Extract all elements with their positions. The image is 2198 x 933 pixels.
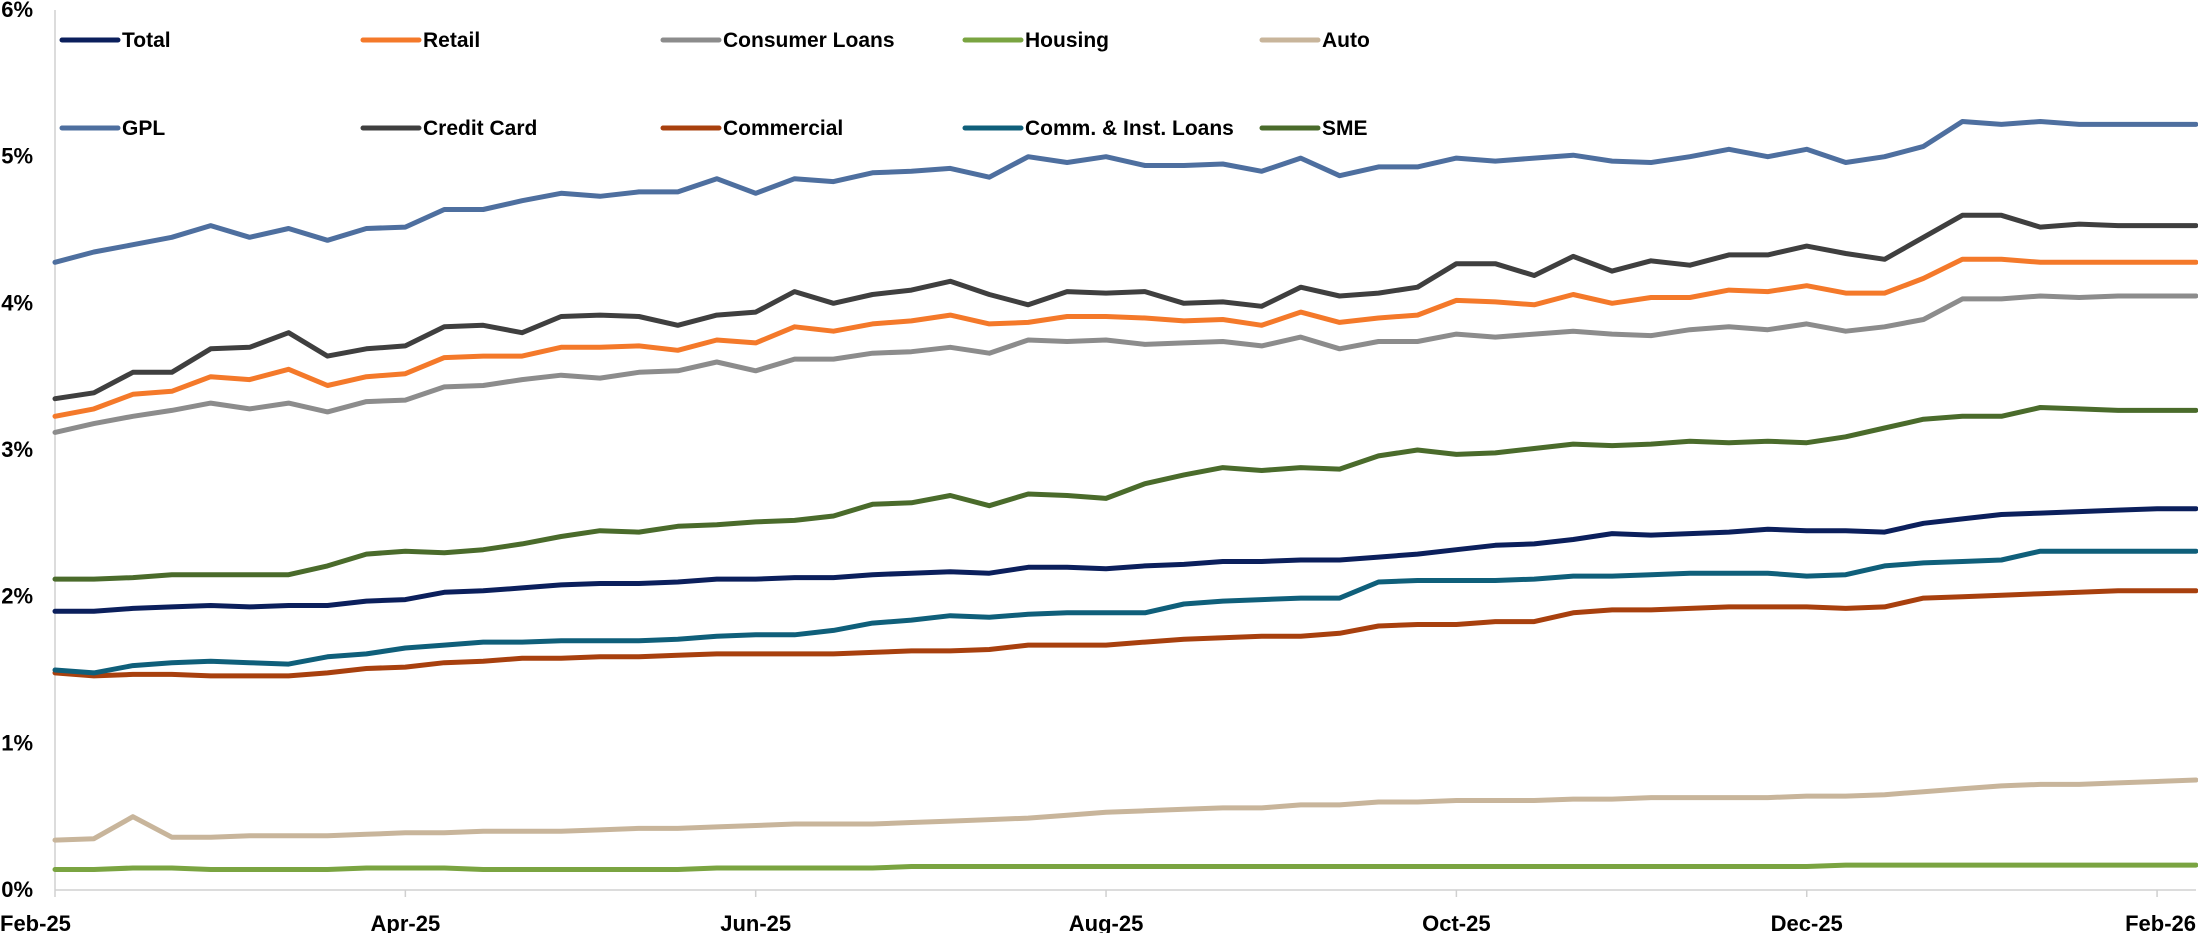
legend: Total Retail Consumer Loans Housing Auto GPL C… — [59, 29, 1370, 140]
series-line-auto — [52, 777, 2198, 843]
series-line-commercial — [52, 588, 2198, 679]
y-tick-label: 2% — [1, 584, 33, 609]
legend-label: Comm. & Inst. Loans — [1025, 117, 1234, 140]
y-tick-label: 5% — [1, 144, 33, 169]
x-tick-label: Feb-25 — [0, 911, 71, 933]
legend-item: Consumer Loans — [660, 29, 895, 52]
legend-label: Consumer Loans — [723, 29, 895, 52]
legend-item: Housing — [962, 29, 1109, 52]
legend-label: Credit Card — [423, 117, 537, 140]
y-tick-label: 1% — [1, 730, 33, 755]
series-line-credit-card — [52, 212, 2198, 402]
legend-item: Credit Card — [360, 117, 537, 140]
legend-label: Retail — [423, 29, 480, 52]
legend-label: Total — [122, 29, 171, 52]
legend-item: GPL — [59, 117, 165, 140]
series-line-housing — [52, 862, 2198, 872]
y-tick-label: 6% — [1, 0, 33, 22]
x-tick-label: Oct-25 — [1422, 911, 1490, 933]
legend-item: Comm. & Inst. Loans — [962, 117, 1234, 140]
plot-area — [52, 119, 2198, 872]
series-line-comm-inst-loans — [52, 548, 2198, 676]
x-tick-label: Dec-25 — [1771, 911, 1843, 933]
legend-label: Auto — [1322, 29, 1370, 52]
legend-item: Retail — [360, 29, 480, 52]
series-line-consumer-loans — [52, 293, 2198, 435]
x-tick-label: Aug-25 — [1069, 911, 1144, 933]
y-tick-label: 0% — [1, 877, 33, 902]
x-tick-label: Apr-25 — [371, 911, 441, 933]
series-line-gpl — [52, 119, 2198, 265]
y-tick-label: 4% — [1, 290, 33, 315]
x-tick-label: Feb-26 — [2125, 911, 2196, 933]
legend-label: SME — [1322, 117, 1368, 140]
series-line-retail — [52, 256, 2198, 419]
x-tick-label: Jun-25 — [720, 911, 791, 933]
legend-label: Commercial — [723, 117, 843, 140]
legend-label: Housing — [1025, 29, 1109, 52]
series-line-sme — [52, 405, 2198, 582]
y-tick-label: 3% — [1, 437, 33, 462]
legend-item: Commercial — [660, 117, 843, 140]
series-line-total — [52, 506, 2198, 614]
legend-label: GPL — [122, 117, 165, 140]
legend-item: SME — [1259, 117, 1368, 140]
legend-item: Auto — [1259, 29, 1370, 52]
legend-item: Total — [59, 29, 171, 52]
